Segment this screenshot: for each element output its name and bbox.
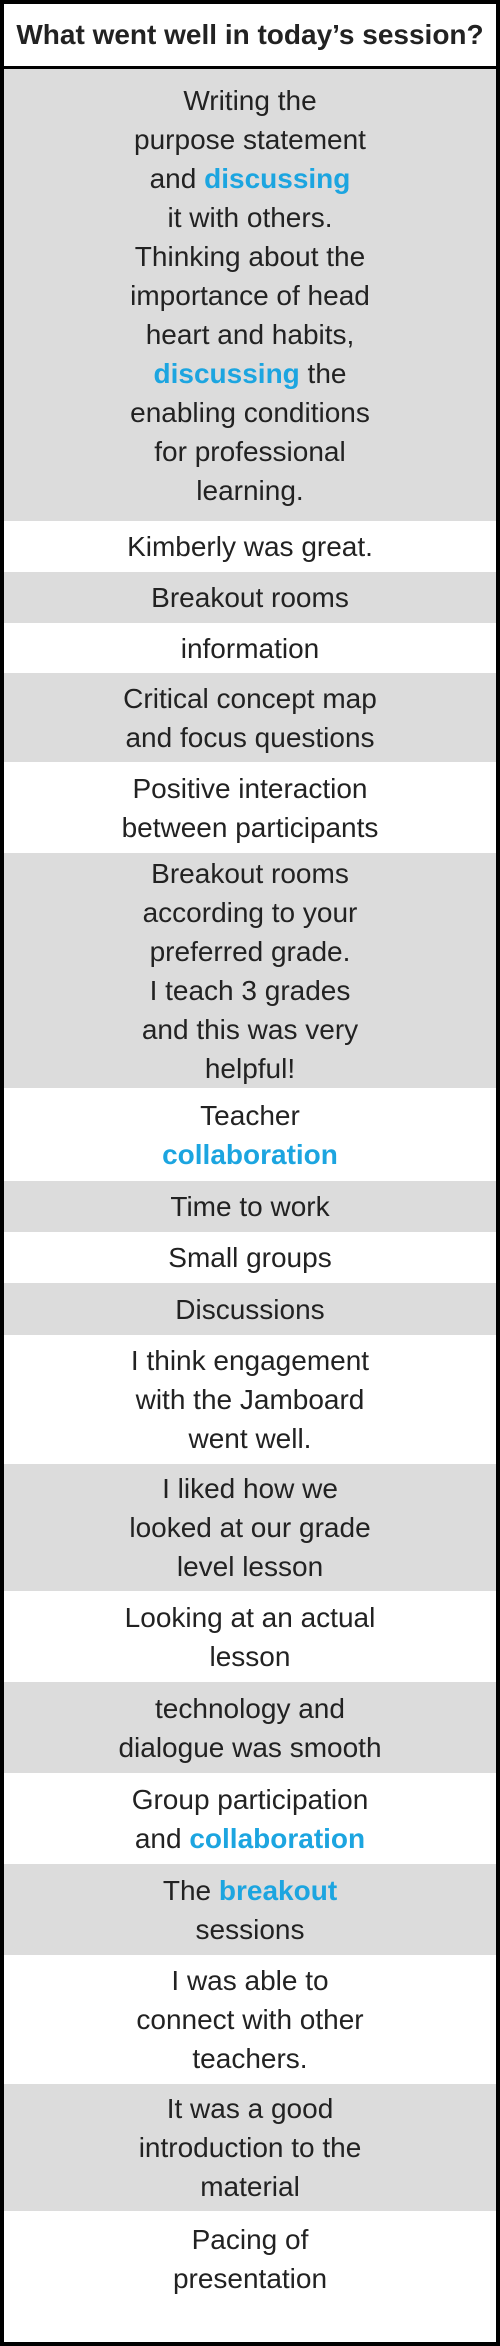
board-title: What went well in today’s session?	[4, 4, 496, 69]
highlighted-word: collaboration	[189, 1822, 366, 1854]
response-segment: went well.	[188, 1423, 312, 1454]
response-segment: and	[134, 1822, 190, 1854]
response-segment: Time to work	[170, 1191, 330, 1222]
response-segment: connect with other	[136, 2004, 364, 2035]
response-segment: purpose statement	[134, 123, 366, 155]
response-row: information	[4, 624, 496, 673]
response-text: technology and dialogue was smooth	[118, 1689, 381, 1767]
response-segment: sessions	[195, 1913, 305, 1945]
response-segment: Pacing of	[191, 2223, 309, 2255]
response-segment: I teach 3 grades	[149, 974, 351, 1006]
response-segment: enabling conditions	[130, 396, 370, 428]
response-row: Looking at an actual lesson	[4, 1592, 496, 1682]
response-text: Discussions	[175, 1290, 324, 1329]
response-segment: material	[200, 2171, 300, 2202]
response-segment: for professional	[154, 435, 346, 467]
response-text: Kimberly was great.	[127, 527, 373, 566]
response-segment: presentation	[172, 2262, 328, 2294]
response-text: Group participation and collaboration	[132, 1780, 369, 1858]
response-text: Critical concept map and focus questions	[123, 679, 377, 757]
highlighted-word: collaboration	[162, 1138, 338, 1170]
response-row: technology and dialogue was smooth	[4, 1682, 496, 1774]
highlighted-word: discussing	[153, 357, 300, 389]
response-segment: Kimberly was great.	[127, 531, 373, 562]
response-segment: and focus questions	[125, 721, 375, 753]
response-segment: with the Jamboard	[135, 1384, 365, 1415]
response-text: Looking at an actual lesson	[125, 1598, 376, 1676]
response-segment: Small groups	[168, 1242, 332, 1273]
response-row: Kimberly was great.	[4, 522, 496, 572]
response-segment: technology and	[155, 1692, 345, 1724]
response-text: The breakout sessions	[163, 1871, 337, 1949]
response-text: It was a good introduction to the material	[139, 2089, 362, 2206]
response-row: It was a good introduction to the material	[4, 2084, 496, 2212]
response-text: Positive interaction between participants	[122, 769, 379, 847]
response-segment: Thinking about the	[134, 240, 366, 272]
response-text: Breakout rooms according to your preferred…	[142, 854, 358, 1088]
response-segment: and this was very	[141, 1013, 359, 1045]
response-segment: Positive interaction	[132, 772, 368, 804]
response-segment: Group participation	[131, 1783, 369, 1815]
response-text: information	[181, 629, 320, 668]
response-row: Positive interaction between participants	[4, 763, 496, 853]
response-segment: I think engagement	[130, 1345, 370, 1376]
response-segment: according to your	[142, 896, 358, 928]
response-segment: heart and habits,	[145, 318, 355, 350]
response-segment: level lesson	[176, 1551, 324, 1582]
response-text: I was able to connect with other teachers.	[136, 1961, 363, 2078]
response-text: Time to work	[170, 1187, 329, 1226]
response-segment: information	[180, 632, 320, 664]
response-row: Small groups	[4, 1233, 496, 1283]
response-list: Writing the purpose statement and discussi…	[4, 69, 496, 2306]
response-segment: Looking at an actual	[124, 1601, 376, 1633]
response-segment: Discussions	[175, 1293, 325, 1325]
response-row: Discussions	[4, 1283, 496, 1336]
response-segment: The	[162, 1874, 219, 1906]
response-row: Breakout rooms according to your preferred…	[4, 853, 496, 1089]
response-segment: Critical concept map	[123, 682, 377, 714]
response-segment: lesson	[209, 1640, 291, 1672]
response-segment: Breakout rooms	[151, 582, 349, 613]
response-segment: importance of head	[130, 279, 370, 311]
response-segment: teachers.	[192, 2043, 308, 2074]
response-segment: Teacher	[200, 1099, 300, 1131]
response-row: I think engagement with the Jamboard went …	[4, 1336, 496, 1464]
response-segment: It was a good	[166, 2093, 334, 2124]
response-segment: Breakout rooms	[151, 857, 349, 889]
response-segment: helpful!	[204, 1052, 296, 1084]
response-row: I was able to connect with other teachers.	[4, 1956, 496, 2084]
response-segment: preferred grade.	[149, 935, 351, 967]
response-segment: I liked how we	[162, 1473, 338, 1504]
response-segment: introduction to the	[138, 2132, 362, 2163]
response-segment: it with others.	[167, 201, 333, 233]
response-row: Pacing of presentation	[4, 2212, 496, 2306]
response-row: Group participation and collaboration	[4, 1774, 496, 1864]
response-text: I think engagement with the Jamboard went …	[131, 1341, 369, 1458]
highlighted-word: discussing	[204, 162, 351, 194]
response-row: Critical concept map and focus questions	[4, 673, 496, 763]
response-row: Teacher collaboration	[4, 1089, 496, 1181]
response-row: I liked how we looked at our grade level l…	[4, 1464, 496, 1592]
response-row: Breakout rooms	[4, 572, 496, 624]
response-text: Teacher collaboration	[162, 1096, 338, 1174]
response-text: Breakout rooms	[151, 578, 349, 617]
response-text: Small groups	[168, 1238, 331, 1277]
response-segment: learning.	[196, 474, 304, 506]
response-row: Time to work	[4, 1181, 496, 1233]
response-text: I liked how we looked at our grade level l…	[129, 1469, 370, 1586]
response-segment: Writing the	[183, 84, 317, 116]
response-segment: dialogue was smooth	[118, 1731, 382, 1763]
response-segment: looked at our grade	[129, 1512, 371, 1543]
response-segment: the	[299, 357, 347, 389]
response-segment: I was able to	[171, 1965, 329, 1996]
response-segment: between participants	[121, 811, 379, 843]
response-text: Pacing of presentation	[173, 2220, 327, 2298]
response-row: Writing the purpose statement and discussi…	[4, 69, 496, 522]
response-row: The breakout sessions	[4, 1864, 496, 1956]
response-text: Writing the purpose statement and discussi…	[130, 81, 370, 510]
highlighted-word: breakout	[218, 1874, 338, 1906]
response-segment: and	[149, 162, 205, 194]
